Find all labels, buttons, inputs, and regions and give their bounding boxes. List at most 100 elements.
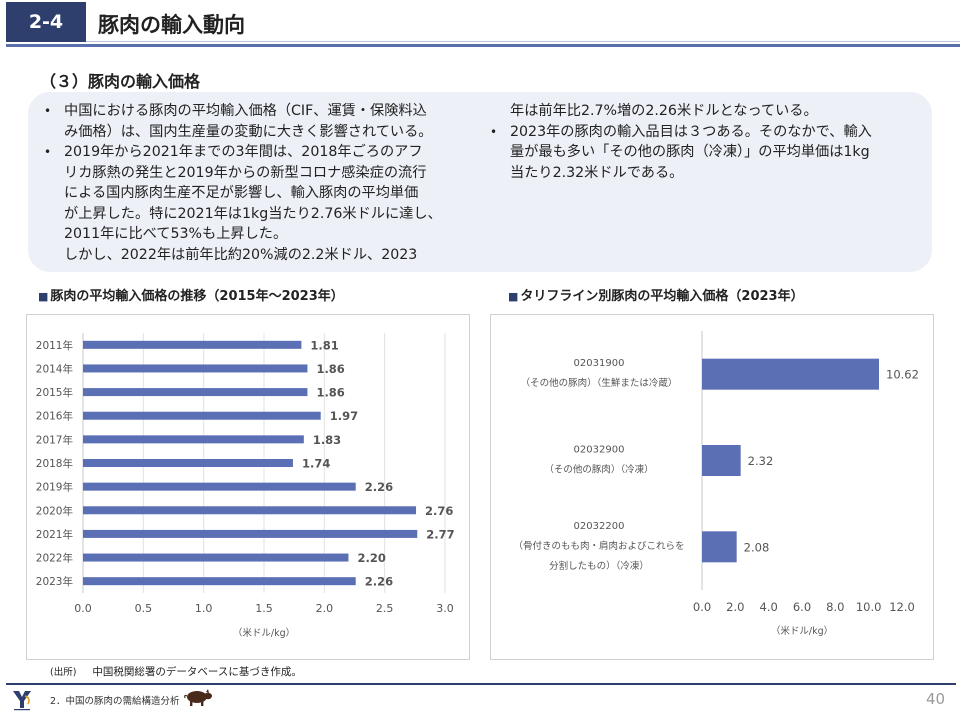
data-label: 1.86 [316, 386, 344, 400]
bar [83, 577, 356, 586]
source-note: (出所) 中国税関総署のデータベースに基づき作成。 [50, 666, 302, 678]
bar [702, 445, 741, 476]
bullet-line: しかし、2022年は前年比約20%減の2.2米ドル、2023 [64, 246, 418, 263]
price-trend-chart: 0.0 0.5 1.0 1.5 2.0 2.5 3.0 2011年 1.81 2014年 1.86 2… [26, 314, 470, 660]
bullet-line: み価格）は、国内生産量の変動に大きく影響されている。 [64, 123, 433, 140]
data-label: 1.74 [302, 457, 330, 471]
bullet-dot-icon: • [490, 124, 498, 139]
bullet-item: • 2019年から2021年までの3年間は、2018年ごろのアフ リカ豚熱の発生と2… [42, 142, 482, 265]
bullet-item: • 2023年の豚肉の輸入品目は３つある。そのなかで、輸入 量が最も多い「その他の豚… [488, 122, 918, 184]
y-category-label: 2016年 [36, 410, 73, 423]
header-divider-thin [86, 41, 960, 42]
bar [83, 435, 304, 444]
x-tick-label: 2.0 [316, 602, 334, 615]
data-label: 2.26 [365, 575, 393, 589]
section-heading: （３）豚肉の輸入価格 [40, 72, 201, 91]
y-category-label: 2023年 [36, 575, 73, 588]
bullet-line: 2019年から2021年までの3年間は、2018年ごろのアフ [64, 144, 423, 160]
chart-title-tariff-line: ■ タリフライン別豚肉の平均輸入価格（2023年） [508, 289, 804, 304]
data-label: 2.76 [425, 504, 453, 518]
bar [83, 340, 302, 349]
tariff-line-chart: 0.0 2.0 4.0 6.0 8.0 10.0 12.0 10.62 02031900 （その他… [490, 314, 934, 660]
category-code-label: 02032900 [574, 445, 625, 456]
bar [702, 531, 737, 563]
price-trend-chart-svg: 0.0 0.5 1.0 1.5 2.0 2.5 3.0 2011年 1.81 2014年 1.86 2… [36, 333, 455, 639]
y-category-label: 2015年 [36, 386, 73, 399]
bullet-line: 中国における豚肉の平均輸入価格（CIF、運賃・保険料込 [64, 103, 427, 119]
footer-divider [6, 683, 956, 685]
x-axis-title: （米ドル/kg） [233, 627, 295, 639]
data-label: 2.08 [744, 540, 770, 554]
x-tick-label: 4.0 [760, 600, 778, 614]
y-category-label: 2018年 [36, 457, 73, 470]
x-tick-label: 2.0 [726, 600, 744, 614]
bullet-line: リカ豚熱の発生と2019年からの新型コロナ感染症の流行 [64, 164, 427, 181]
bullet-line: 2023年の豚肉の輸入品目は３つある。そのなかで、輸入 [510, 123, 872, 140]
bar [83, 553, 349, 562]
tariff-line-chart-svg: 0.0 2.0 4.0 6.0 8.0 10.0 12.0 10.62 02031900 （その他… [513, 331, 919, 637]
y-category-label: 2017年 [36, 433, 73, 446]
y-category-label: 2022年 [36, 552, 73, 565]
pig-icon [184, 689, 212, 706]
summary-right-column: 年は前年比2.7%増の2.26米ドルとなっている。 • 2023年の豚肉の輸入品目… [488, 101, 918, 183]
y-category-label: 2020年 [36, 504, 73, 517]
x-tick-label: 1.0 [195, 602, 213, 615]
x-tick-label: 0.5 [135, 602, 153, 615]
y-category-label: 2014年 [36, 362, 73, 375]
chart-title-price-trend: ■ 豚肉の平均輸入価格の推移（2015年～2023年） [38, 289, 344, 304]
x-tick-label: 3.0 [436, 602, 454, 615]
bullet-line: による国内豚肉生産不足が影響し、輸入豚肉の平均単価 [64, 185, 419, 201]
x-axis-title: （米ドル/kg） [771, 625, 833, 637]
bar [83, 364, 308, 373]
data-label: 2.26 [365, 480, 393, 494]
bullet-line: 量が最も多い「その他の豚肉（冷凍）」の平均単価は1kg [510, 144, 870, 160]
x-tick-label: 6.0 [793, 600, 811, 614]
data-label: 1.86 [316, 362, 344, 376]
x-tick-label: 0.0 [74, 602, 92, 615]
header-divider [6, 44, 960, 47]
bullet-dot-icon: • [44, 145, 52, 159]
bullet-line: が上昇した。特に2021年は1kg当たり2.76米ドルに達し、 [64, 205, 442, 222]
y-category-label: 2019年 [36, 481, 73, 494]
bullet-line: 当たり2.32米ドルである。 [510, 164, 684, 181]
square-bullet-icon: ■ [508, 290, 519, 303]
data-label: 1.97 [330, 409, 358, 423]
bar [83, 459, 293, 467]
y-category-label: 2011年 [36, 339, 73, 352]
x-tick-label: 8.0 [826, 600, 844, 614]
page-title: 豚肉の輸入動向 [98, 13, 245, 37]
data-label: 2.20 [357, 551, 385, 565]
data-label: 10.62 [886, 368, 919, 382]
bullet-item: • 中国における豚肉の平均輸入価格（CIF、運賃・保険料込 み価格）は、国内生産量の… [42, 101, 482, 142]
data-label: 1.83 [313, 433, 341, 447]
x-tick-label: 10.0 [856, 600, 882, 614]
category-code-label: 02031900 [574, 358, 625, 369]
bar [83, 411, 321, 420]
summary-box [28, 92, 932, 272]
organization-logo-icon [13, 691, 31, 711]
bar [83, 482, 356, 491]
category-desc-label: （その他の豚肉）（生鮮または冷蔵） [521, 377, 678, 389]
category-desc-label: 分割したもの）（冷凍） [549, 560, 649, 572]
data-label: 2.32 [748, 454, 774, 468]
footer-section-label: 2．中国の豚肉の需給構造分析 [50, 696, 180, 707]
x-tick-label: 2.5 [376, 602, 394, 615]
section-number-badge: 2-4 [6, 2, 86, 42]
data-label: 2.77 [426, 527, 454, 541]
x-tick-label: 1.5 [255, 602, 273, 615]
x-tick-label: 0.0 [693, 600, 711, 614]
category-desc-label: （骨付きのもも肉・肩肉およびこれらを [513, 540, 684, 552]
bullet-continuation: 年は前年比2.7%増の2.26米ドルとなっている。 [510, 103, 818, 119]
bullet-dot-icon: • [44, 104, 52, 118]
category-desc-label: （その他の豚肉）（冷凍） [544, 464, 653, 476]
square-bullet-icon: ■ [38, 290, 49, 303]
data-label: 1.81 [310, 338, 338, 352]
category-code-label: 02032200 [574, 521, 625, 532]
summary-left-column: • 中国における豚肉の平均輸入価格（CIF、運賃・保険料込 み価格）は、国内生産量の… [42, 101, 482, 265]
y-category-label: 2021年 [36, 528, 73, 541]
bar [702, 358, 879, 390]
page-number: 40 [926, 690, 946, 708]
bar [83, 388, 308, 397]
x-tick-label: 12.0 [889, 600, 915, 614]
bar [83, 506, 417, 515]
